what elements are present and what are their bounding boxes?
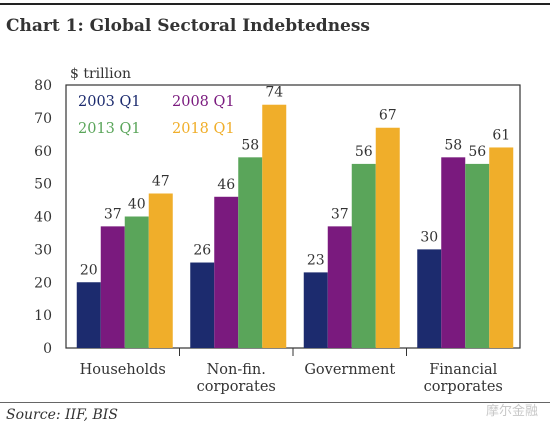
bar [238,157,263,348]
y-tick-label: 60 [34,144,52,160]
bar-value-label: 26 [193,243,211,259]
y-tick-label: 80 [34,78,52,94]
x-tick-label: corporates [424,379,503,395]
bar [303,272,328,348]
y-tick-label: 20 [34,275,52,291]
bar-value-label: 20 [80,262,98,278]
bar-value-label: 61 [492,127,510,143]
bar-value-label: 46 [217,177,235,193]
chart-title: Chart 1: Global Sectoral Indebtedness [6,16,371,36]
bar [190,262,215,348]
y-tick-label: 30 [34,242,52,258]
bar [417,249,442,348]
bar-value-label: 37 [104,206,122,222]
legend-entry: 2008 Q1 [172,94,235,110]
x-tick-label: corporates [197,379,276,395]
y-tick-label: 40 [34,210,52,226]
y-axis-label: $ trillion [70,66,131,82]
y-tick-label: 50 [34,177,52,193]
legend-entry: 2018 Q1 [172,121,235,137]
bar [441,157,466,348]
bar [262,104,287,348]
bar [375,127,400,348]
bar-value-label: 58 [444,137,462,153]
y-tick-label: 70 [34,111,52,127]
bar-value-label: 67 [379,108,397,124]
bar-value-label: 58 [241,137,259,153]
top-rule [0,3,550,5]
bar-value-label: 56 [468,144,486,160]
bar [100,226,125,348]
source-divider [0,402,550,403]
x-tick-label: Non-fin. [207,362,266,378]
bar [465,163,490,348]
source-note: Source: IIF, BIS [6,407,118,423]
x-tick-label: Households [80,362,166,378]
bar [148,193,173,348]
bar-value-label: 47 [152,173,170,189]
x-tick-label: Financial [429,362,497,378]
bar [124,216,149,348]
bar-value-label: 23 [307,252,325,268]
watermark: 摩尔金融 [485,404,538,419]
bar [214,196,239,348]
bar-value-label: 30 [420,229,438,245]
bar [76,282,101,348]
bar [351,163,376,348]
legend-entry: 2013 Q1 [78,121,141,137]
bar-value-label: 74 [265,85,283,101]
bar [489,147,514,348]
bar-value-label: 40 [128,197,146,213]
y-tick-label: 0 [43,341,52,357]
legend-entry: 2003 Q1 [78,94,141,110]
y-tick-label: 10 [34,308,52,324]
x-tick-label: Government [304,362,395,378]
bar-value-label: 56 [355,144,373,160]
bar [327,226,352,348]
bar-value-label: 37 [331,206,349,222]
